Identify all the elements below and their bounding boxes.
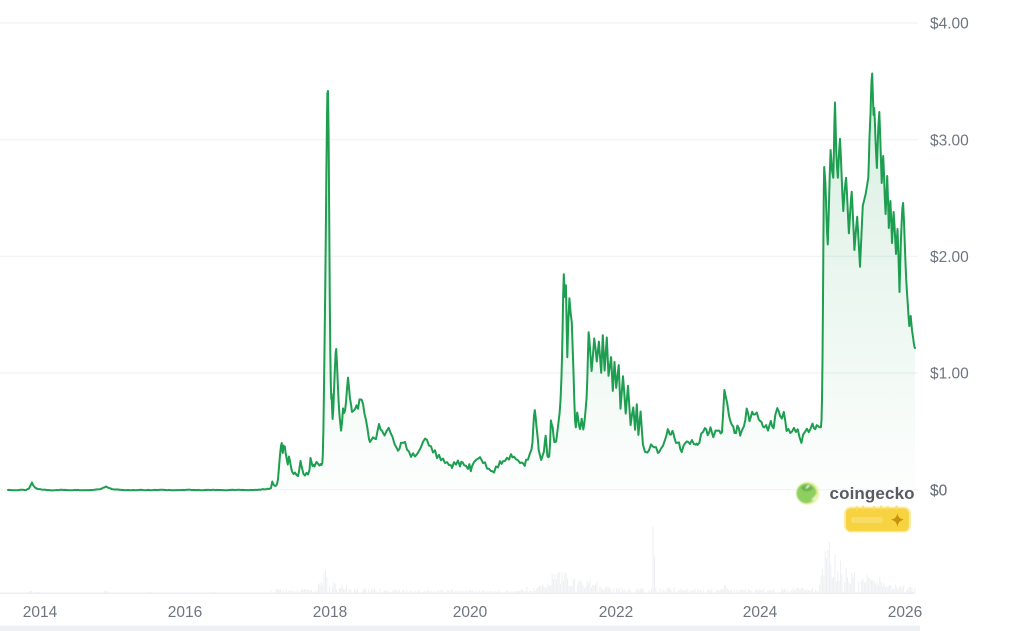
svg-text:2016: 2016 (168, 604, 202, 621)
svg-text:$4.00: $4.00 (930, 16, 969, 33)
svg-text:$3.00: $3.00 (930, 132, 969, 149)
svg-text:$1.00: $1.00 (930, 366, 969, 383)
svg-text:coingecko: coingecko (830, 484, 915, 503)
svg-text:2024: 2024 (743, 604, 778, 621)
svg-text:2014: 2014 (23, 604, 58, 621)
svg-text:2020: 2020 (453, 604, 488, 621)
svg-text:$2.00: $2.00 (930, 249, 969, 266)
svg-text:2018: 2018 (313, 604, 347, 621)
svg-text:$0: $0 (930, 482, 948, 499)
svg-text:2022: 2022 (599, 604, 633, 621)
svg-text:$0: $0 (930, 482, 948, 499)
svg-text:2026: 2026 (888, 604, 922, 621)
